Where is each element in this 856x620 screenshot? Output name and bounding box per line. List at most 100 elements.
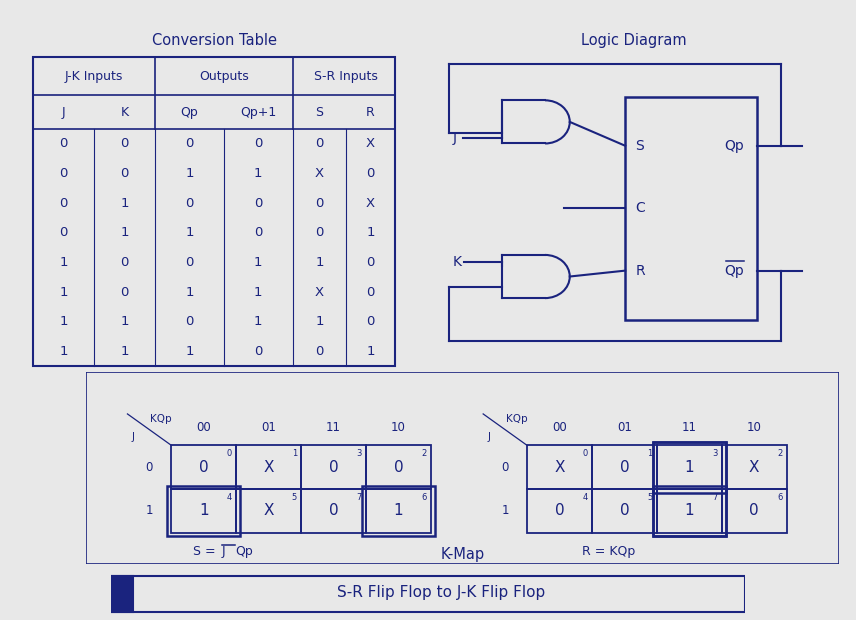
Text: 5: 5: [647, 492, 652, 502]
Bar: [301, 445, 366, 489]
Bar: [362, 485, 435, 536]
Text: 0: 0: [315, 197, 324, 210]
Text: 1: 1: [501, 505, 508, 518]
Text: Conversion Table: Conversion Table: [152, 33, 276, 48]
Text: 0: 0: [59, 167, 68, 180]
Text: S-R Inputs: S-R Inputs: [314, 69, 377, 82]
Text: X: X: [264, 459, 274, 475]
Text: 7: 7: [712, 492, 717, 502]
Text: 5: 5: [292, 492, 297, 502]
Bar: [527, 489, 592, 533]
Text: 0: 0: [749, 503, 759, 518]
Text: 0: 0: [59, 226, 68, 239]
Text: K: K: [453, 255, 461, 269]
Text: Qp: Qp: [181, 105, 199, 118]
Text: 1: 1: [185, 345, 193, 358]
Text: 1: 1: [120, 316, 128, 329]
Text: Qp: Qp: [235, 546, 253, 559]
Text: 6: 6: [421, 492, 426, 502]
Text: Qp: Qp: [725, 264, 745, 278]
Text: 0: 0: [329, 503, 338, 518]
Text: 1: 1: [185, 226, 193, 239]
Text: X: X: [315, 167, 324, 180]
Text: 00: 00: [196, 422, 211, 435]
Text: 1: 1: [185, 286, 193, 299]
Text: 11: 11: [681, 422, 697, 435]
Text: C: C: [635, 202, 645, 215]
Text: 0: 0: [394, 459, 403, 475]
Text: 0: 0: [329, 459, 338, 475]
Bar: [592, 445, 657, 489]
Bar: [167, 485, 241, 536]
Bar: [652, 485, 726, 536]
Text: 1: 1: [199, 503, 209, 518]
Text: 1: 1: [120, 197, 128, 210]
Text: 0: 0: [555, 503, 564, 518]
Text: 0: 0: [315, 138, 324, 151]
Text: 0: 0: [583, 449, 588, 458]
Bar: [33, 57, 395, 366]
Text: 01: 01: [617, 422, 632, 435]
Text: 0: 0: [59, 138, 68, 151]
Text: 00: 00: [552, 422, 567, 435]
Text: 0: 0: [502, 461, 508, 474]
Bar: [592, 489, 657, 533]
Text: 0: 0: [199, 459, 209, 475]
Text: 01: 01: [261, 422, 276, 435]
Text: 1: 1: [254, 286, 263, 299]
Text: J: J: [453, 131, 456, 145]
Text: 0: 0: [120, 138, 128, 151]
Text: 0: 0: [59, 197, 68, 210]
Text: S: S: [635, 139, 645, 153]
Text: R: R: [635, 264, 645, 278]
Text: 0: 0: [185, 316, 193, 329]
Text: KQp: KQp: [151, 414, 172, 424]
Bar: [625, 97, 757, 320]
Text: 0: 0: [120, 167, 128, 180]
Bar: [652, 442, 726, 536]
Text: 10: 10: [391, 422, 406, 435]
Text: 1: 1: [366, 226, 375, 239]
Text: 0: 0: [254, 345, 263, 358]
Text: 0: 0: [185, 138, 193, 151]
Text: 1: 1: [185, 167, 193, 180]
Text: 1: 1: [315, 316, 324, 329]
Text: Qp: Qp: [725, 139, 745, 153]
Text: 1: 1: [685, 503, 694, 518]
Text: 0: 0: [620, 459, 629, 475]
Text: J: J: [132, 432, 134, 441]
Text: 1: 1: [120, 345, 128, 358]
Text: 0: 0: [366, 286, 375, 299]
Text: S: S: [315, 105, 324, 118]
Text: 0: 0: [254, 226, 263, 239]
Text: 0: 0: [620, 503, 629, 518]
Text: 1: 1: [254, 316, 263, 329]
Text: K-Map: K-Map: [440, 547, 484, 562]
Text: 0: 0: [227, 449, 232, 458]
Text: Logic Diagram: Logic Diagram: [580, 33, 687, 48]
Text: X: X: [555, 459, 565, 475]
Text: 1: 1: [254, 167, 263, 180]
Text: K: K: [121, 105, 128, 118]
Text: R = KQp: R = KQp: [582, 546, 635, 559]
Text: 6: 6: [777, 492, 782, 502]
Text: Outputs: Outputs: [199, 69, 248, 82]
Bar: [657, 489, 722, 533]
Text: 1: 1: [146, 505, 153, 518]
Bar: [171, 445, 236, 489]
Text: 1: 1: [366, 345, 375, 358]
Text: 1: 1: [647, 449, 652, 458]
Bar: [171, 489, 236, 533]
Bar: [236, 445, 301, 489]
Text: 0: 0: [185, 256, 193, 269]
Text: J: J: [62, 105, 65, 118]
Text: 0: 0: [185, 197, 193, 210]
Bar: [366, 445, 431, 489]
Text: S =: S =: [193, 546, 219, 559]
Bar: [301, 489, 366, 533]
Text: 0: 0: [366, 167, 375, 180]
Text: X: X: [366, 197, 375, 210]
Text: J: J: [222, 546, 225, 559]
Text: 0: 0: [254, 138, 263, 151]
Text: 1: 1: [120, 226, 128, 239]
